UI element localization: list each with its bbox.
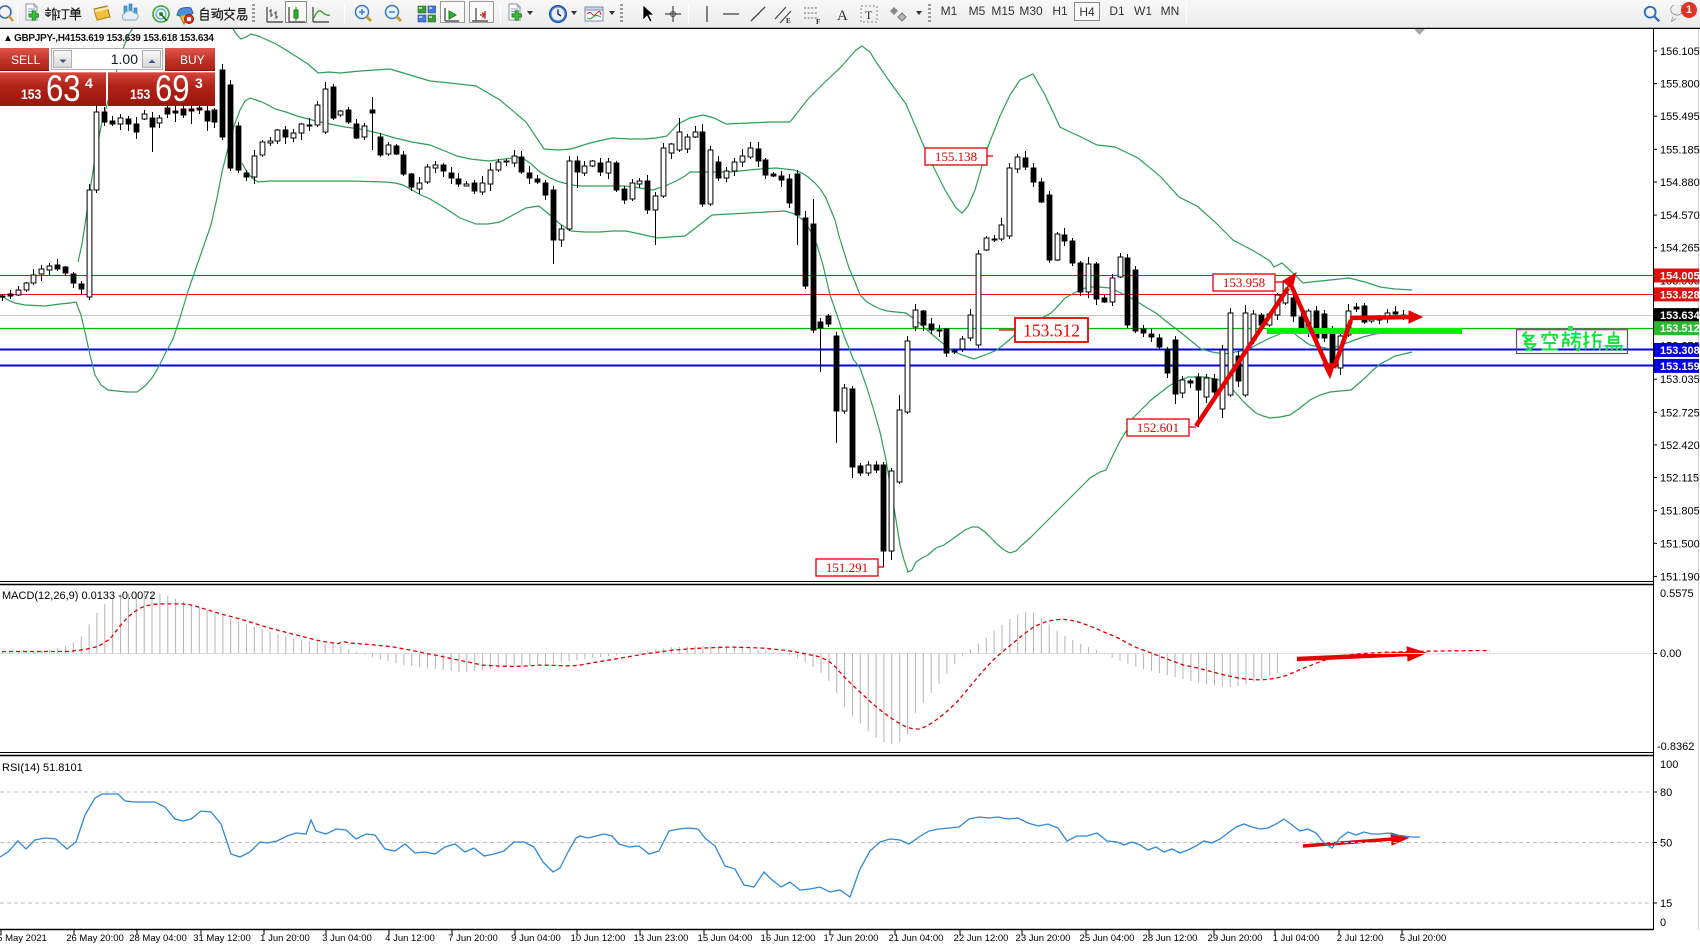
svg-text:T: T (865, 8, 873, 22)
svg-text:4 Jun 12:00: 4 Jun 12:00 (385, 933, 435, 944)
svg-text:15 Jun 04:00: 15 Jun 04:00 (698, 933, 753, 944)
svg-text:152.725: 152.725 (1660, 407, 1700, 419)
svg-text:154.880: 154.880 (1660, 177, 1700, 189)
svg-text:-0.8362: -0.8362 (1657, 741, 1694, 753)
svg-text:26 May 20:00: 26 May 20:00 (66, 933, 124, 944)
svg-text:23 Jun 20:00: 23 Jun 20:00 (1016, 933, 1071, 944)
svg-text:153.035: 153.035 (1660, 374, 1700, 386)
svg-text:3 Jun 04:00: 3 Jun 04:00 (322, 933, 372, 944)
svg-text:▲: ▲ (3, 33, 13, 44)
svg-text:5 May 2021: 5 May 2021 (0, 933, 47, 944)
svg-text:153.828: 153.828 (1660, 289, 1700, 301)
svg-text:9 Jun 04:00: 9 Jun 04:00 (511, 933, 561, 944)
svg-text:31 May 12:00: 31 May 12:00 (193, 933, 251, 944)
svg-text:0.5575: 0.5575 (1660, 588, 1694, 600)
svg-text:153.512: 153.512 (1660, 323, 1700, 335)
svg-text:154.265: 154.265 (1660, 243, 1700, 255)
svg-text:28 Jun 12:00: 28 Jun 12:00 (1143, 933, 1198, 944)
svg-text:152.420: 152.420 (1660, 440, 1700, 452)
svg-text:GBPJPY-,H4: GBPJPY-,H4 (14, 33, 71, 44)
svg-text:80: 80 (1660, 787, 1672, 799)
svg-text:10 Jun 12:00: 10 Jun 12:00 (571, 933, 626, 944)
svg-text:7 Jun 20:00: 7 Jun 20:00 (448, 933, 498, 944)
svg-text:2 Jul 12:00: 2 Jul 12:00 (1337, 933, 1383, 944)
svg-text:16 Jun 12:00: 16 Jun 12:00 (761, 933, 816, 944)
svg-text:1 Jun 20:00: 1 Jun 20:00 (260, 933, 310, 944)
svg-text:151.500: 151.500 (1660, 538, 1700, 550)
svg-text:151.190: 151.190 (1660, 571, 1700, 583)
svg-text:29 Jun 20:00: 29 Jun 20:00 (1208, 933, 1263, 944)
svg-text:154.570: 154.570 (1660, 210, 1700, 222)
svg-text:155.495: 155.495 (1660, 111, 1700, 123)
svg-text:17 Jun 20:00: 17 Jun 20:00 (824, 933, 879, 944)
svg-text:50: 50 (1660, 838, 1672, 850)
svg-text:153.308: 153.308 (1660, 345, 1700, 357)
svg-text:F: F (816, 18, 820, 25)
svg-text:25 Jun 04:00: 25 Jun 04:00 (1080, 933, 1135, 944)
svg-text:MACD(12,26,9) 0.0133 -0.0072: MACD(12,26,9) 0.0133 -0.0072 (2, 590, 155, 602)
svg-text:151.805: 151.805 (1660, 506, 1700, 518)
svg-text:153.159: 153.159 (1660, 361, 1700, 373)
svg-text:A: A (837, 8, 848, 24)
svg-text:155.185: 155.185 (1660, 144, 1700, 156)
svg-text:153.512: 153.512 (1023, 320, 1080, 340)
svg-text:15: 15 (1660, 898, 1672, 910)
svg-text:0.00: 0.00 (1660, 648, 1681, 660)
svg-text:28 May 04:00: 28 May 04:00 (129, 933, 187, 944)
svg-text:21 Jun 04:00: 21 Jun 04:00 (889, 933, 944, 944)
svg-text:22 Jun 12:00: 22 Jun 12:00 (954, 933, 1009, 944)
svg-text:152.601: 152.601 (1137, 420, 1179, 435)
svg-text:E: E (786, 17, 791, 25)
svg-text:5 Jul 20:00: 5 Jul 20:00 (1400, 933, 1446, 944)
svg-text:152.115: 152.115 (1660, 473, 1699, 485)
svg-text:153.619 153.639 153.618 153.63: 153.619 153.639 153.618 153.634 (70, 33, 214, 44)
svg-text:153.634: 153.634 (1660, 310, 1700, 322)
svg-text:155.800: 155.800 (1660, 79, 1700, 91)
svg-text:100: 100 (1660, 759, 1678, 771)
svg-text:154.005: 154.005 (1660, 271, 1700, 283)
svg-text:155.138: 155.138 (935, 149, 977, 164)
svg-text:RSI(14) 51.8101: RSI(14) 51.8101 (2, 762, 83, 774)
svg-text:1 Jul 04:00: 1 Jul 04:00 (1273, 933, 1319, 944)
svg-text:156.105: 156.105 (1660, 46, 1700, 58)
svg-text:153.958: 153.958 (1223, 275, 1265, 290)
svg-text:0: 0 (1660, 917, 1666, 929)
svg-text:151.291: 151.291 (826, 560, 868, 575)
svg-text:13 Jun 23:00: 13 Jun 23:00 (634, 933, 689, 944)
